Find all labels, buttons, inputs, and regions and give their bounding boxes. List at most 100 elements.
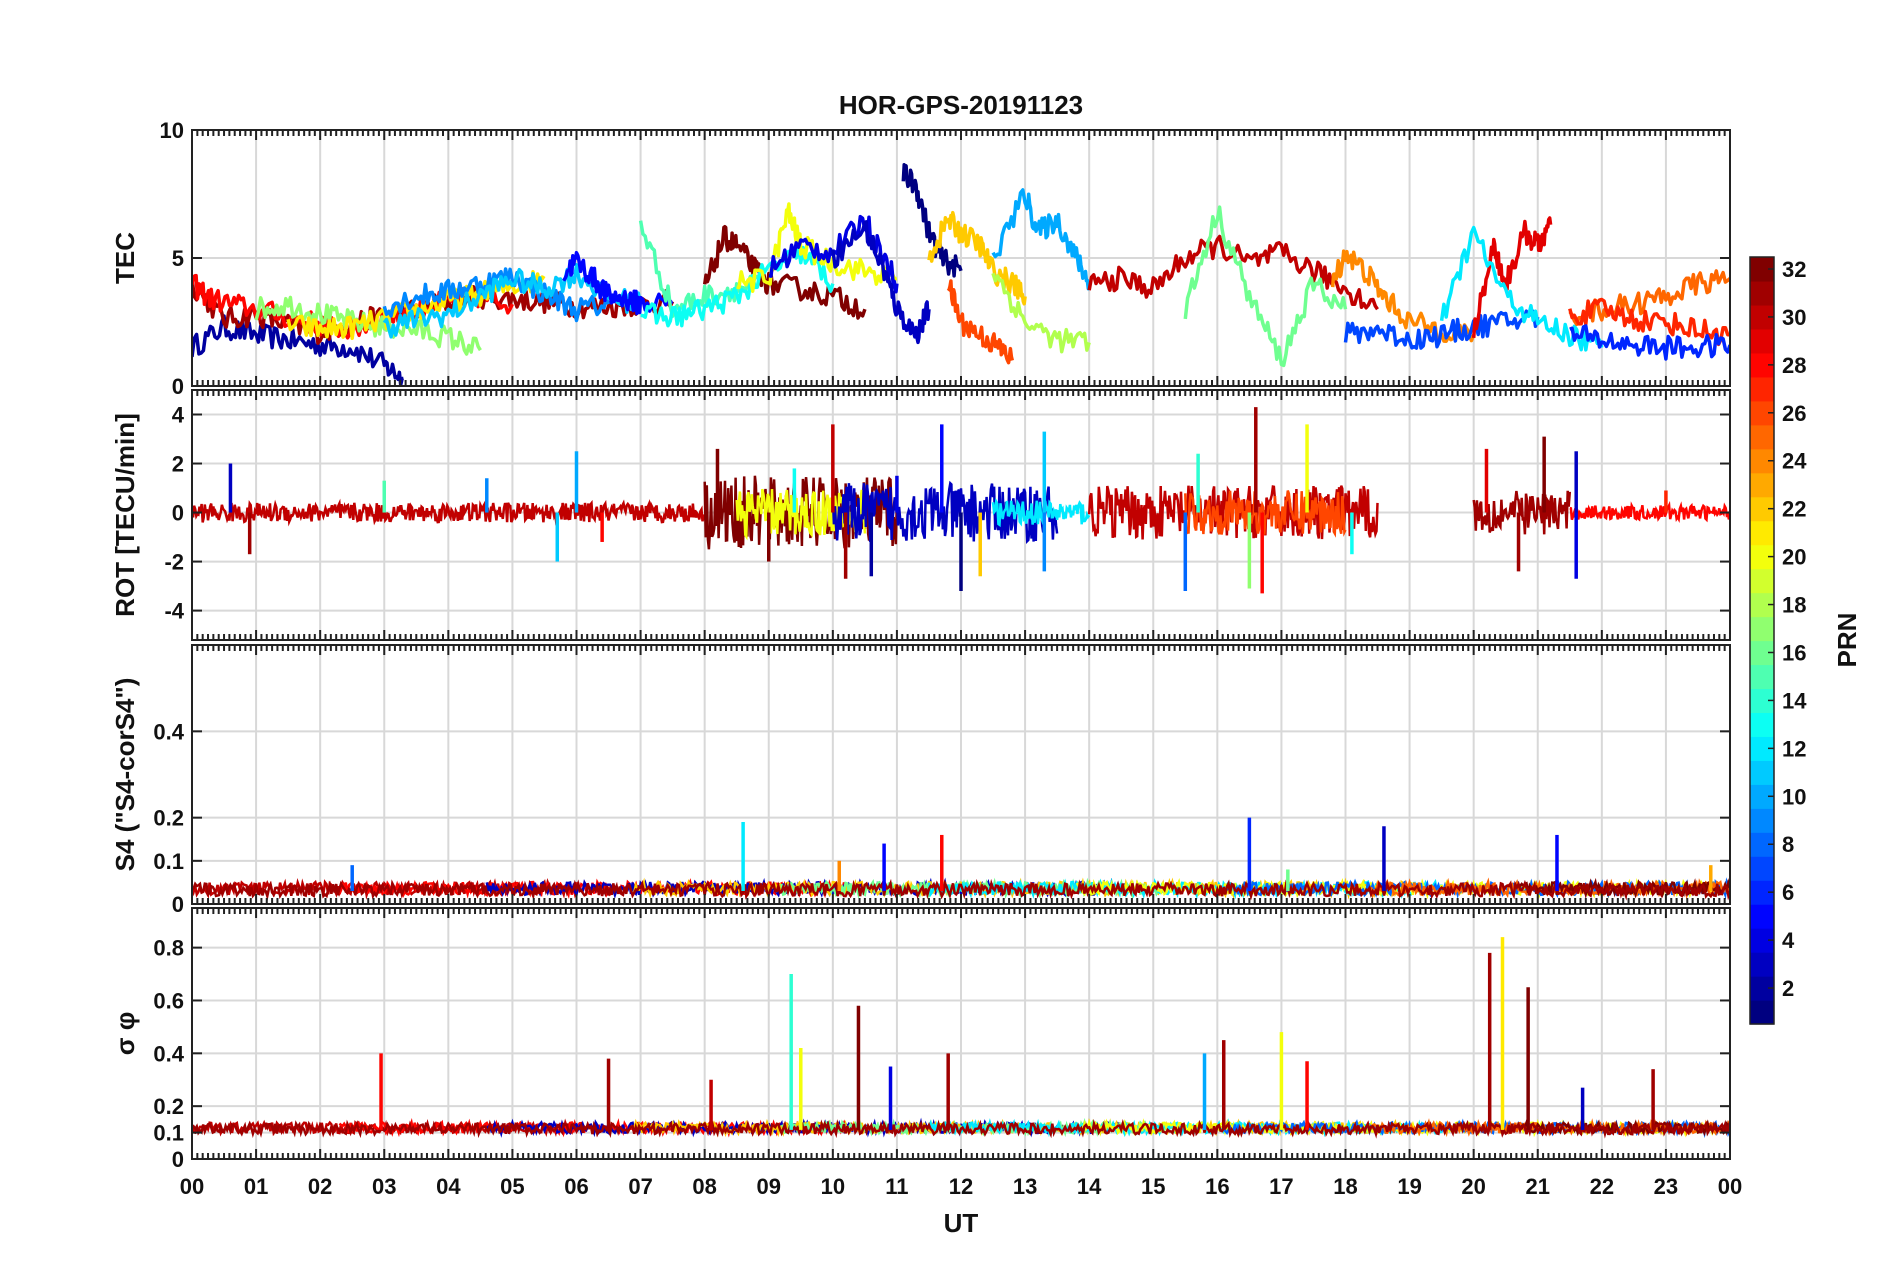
colorbar-tick-label: 8 xyxy=(1782,832,1794,857)
colorbar-tick-label: 24 xyxy=(1782,449,1807,474)
y-tick-label: 0 xyxy=(172,501,184,526)
colorbar-tick-label: 26 xyxy=(1782,401,1806,426)
panel-s4: 0 0.1 0.2 0.4 S4 ("S4-corS4") xyxy=(110,644,1731,917)
colorbar-tick-label: 28 xyxy=(1782,353,1806,378)
y-tick-label: 0.4 xyxy=(153,719,184,744)
tec-series-prn-20 xyxy=(736,202,898,293)
tec-series-prn-3 xyxy=(831,220,931,345)
colorbar-tick-label: 32 xyxy=(1782,257,1806,282)
x-tick-label: 22 xyxy=(1590,1174,1614,1199)
panel-sigma_phi: 00.10.2 0.4 0.6 0.8 σ φ xyxy=(110,907,1731,1172)
colorbar-tick-label: 30 xyxy=(1782,305,1806,330)
y-tick-label: 2 xyxy=(172,452,184,477)
x-tick-label: 06 xyxy=(564,1174,588,1199)
y-tick-label: 0.8 xyxy=(153,936,184,961)
x-tick-label: 00 xyxy=(180,1174,204,1199)
rot-burst-prn-12 xyxy=(991,497,1091,528)
x-tick-label: 05 xyxy=(500,1174,524,1199)
x-tick-labels: 00 01 02 03 04 05 06 07 08 09 10 11 12 13 14 15 16 17 18 19… xyxy=(180,1174,1742,1199)
tec-series-prn-6 xyxy=(1569,324,1730,361)
panel-grid xyxy=(192,645,1730,904)
colorbar-cell-prn-27 xyxy=(1750,376,1774,402)
tec-series-prn-26 xyxy=(946,279,1015,365)
colorbar-cell-prn-11 xyxy=(1750,760,1774,785)
tec-series-prn-27 xyxy=(1568,297,1730,347)
colorbar-tick-label: 20 xyxy=(1782,545,1806,570)
tec-series-prn-4 xyxy=(768,214,899,294)
x-tick-label: 21 xyxy=(1526,1174,1550,1199)
x-tick-label: 08 xyxy=(692,1174,716,1199)
colorbar-cell-prn-29 xyxy=(1750,328,1774,354)
panel-plot-area xyxy=(192,817,1730,901)
y-tick-label: 5 xyxy=(172,246,184,271)
y-tick-label: 0 xyxy=(172,892,184,917)
colorbar-cell-prn-17 xyxy=(1750,616,1774,642)
colorbar-tick-label: 2 xyxy=(1782,976,1794,1001)
y-tick-label: 0.1 xyxy=(153,1121,184,1146)
y-tick-label: 0 xyxy=(172,1147,184,1172)
panel-x-ticks xyxy=(191,908,1731,1159)
panel-y-axis: -4 -2 0 2 4 xyxy=(164,403,1730,624)
panel-y-axis: 0 5 10 xyxy=(160,118,1730,399)
rot-burst-prn-31 xyxy=(1472,490,1572,535)
tec-series-prn-22 xyxy=(927,210,1027,306)
x-tick-label: 04 xyxy=(436,1174,461,1199)
x-tick-label: 17 xyxy=(1269,1174,1293,1199)
colorbar-cell-prn-19 xyxy=(1750,568,1774,594)
tec-series-prn-12 xyxy=(1439,225,1604,352)
y-tick-label: -2 xyxy=(164,550,184,575)
x-tick-label: 15 xyxy=(1141,1174,1165,1199)
panel-plot-area xyxy=(192,407,1730,594)
x-tick-label: 09 xyxy=(757,1174,781,1199)
y-axis-label: TEC xyxy=(110,232,140,284)
tec-series-prn-18 xyxy=(991,272,1091,354)
x-tick-label: 20 xyxy=(1461,1174,1485,1199)
tec-series-prn-5 xyxy=(562,250,674,316)
tec-series-prn-13 xyxy=(640,244,835,328)
x-tick-label: 16 xyxy=(1205,1174,1229,1199)
x-tick-label: 00 xyxy=(1718,1174,1742,1199)
y-tick-label: 10 xyxy=(160,118,184,143)
colorbar-cell-prn-21 xyxy=(1750,520,1774,546)
colorbar-cell-prn-7 xyxy=(1750,856,1774,881)
colorbar-cell-prn-31 xyxy=(1750,280,1774,306)
panel-x-ticks xyxy=(191,390,1731,640)
panel-x-ticks xyxy=(191,645,1731,904)
x-tick-label: 02 xyxy=(308,1174,332,1199)
x-tick-label: 03 xyxy=(372,1174,396,1199)
colorbar-tick-label: 12 xyxy=(1782,736,1806,761)
panel-tec: 0 5 10 TEC xyxy=(110,118,1731,399)
x-tick-label: 12 xyxy=(949,1174,973,1199)
colorbar-tick-label: 10 xyxy=(1782,784,1806,809)
baseline-trace-prn-31 xyxy=(192,1118,1730,1139)
tec-series-prn-1 xyxy=(901,163,963,278)
colorbar-frame xyxy=(1749,256,1775,1025)
colorbar-cell-prn-25 xyxy=(1750,424,1774,450)
x-axis-label: UT xyxy=(944,1208,979,1238)
x-tick-label: 01 xyxy=(244,1174,268,1199)
rot-burst-prn-28 xyxy=(1569,500,1730,523)
panel-plot-area xyxy=(192,163,1730,386)
x-tick-label: 10 xyxy=(821,1174,845,1199)
colorbar-cell-prn-23 xyxy=(1750,472,1774,498)
tec-series-prn-7 xyxy=(1343,309,1540,350)
colorbar-cell-prn-5 xyxy=(1750,904,1774,929)
colorbar-label: PRN xyxy=(1832,613,1862,668)
y-tick-label: 0.4 xyxy=(153,1041,184,1066)
rot-burst-prn-26 xyxy=(1184,490,1347,538)
tec-series-prn-9 xyxy=(382,267,611,323)
x-tick-label: 07 xyxy=(628,1174,652,1199)
y-tick-label: 0 xyxy=(172,374,184,399)
panel-plot-area xyxy=(192,937,1730,1139)
y-tick-label: 0.2 xyxy=(153,806,184,831)
y-axis-label: σ φ xyxy=(110,1012,140,1056)
tec-series-prn-2 xyxy=(192,314,404,386)
colorbar-cell-prn-1 xyxy=(1750,1000,1774,1025)
y-axis-label: S4 ("S4-corS4") xyxy=(110,678,140,872)
x-tick-label: 14 xyxy=(1077,1174,1102,1199)
tec-series-prn-16 xyxy=(1183,205,1348,368)
colorbar-tick-label: 18 xyxy=(1782,593,1806,618)
colorbar-tick-label: 4 xyxy=(1782,928,1795,953)
